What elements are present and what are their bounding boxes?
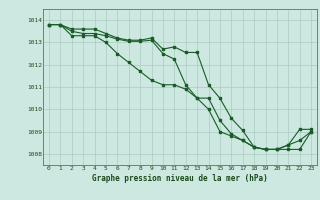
X-axis label: Graphe pression niveau de la mer (hPa): Graphe pression niveau de la mer (hPa): [92, 174, 268, 183]
